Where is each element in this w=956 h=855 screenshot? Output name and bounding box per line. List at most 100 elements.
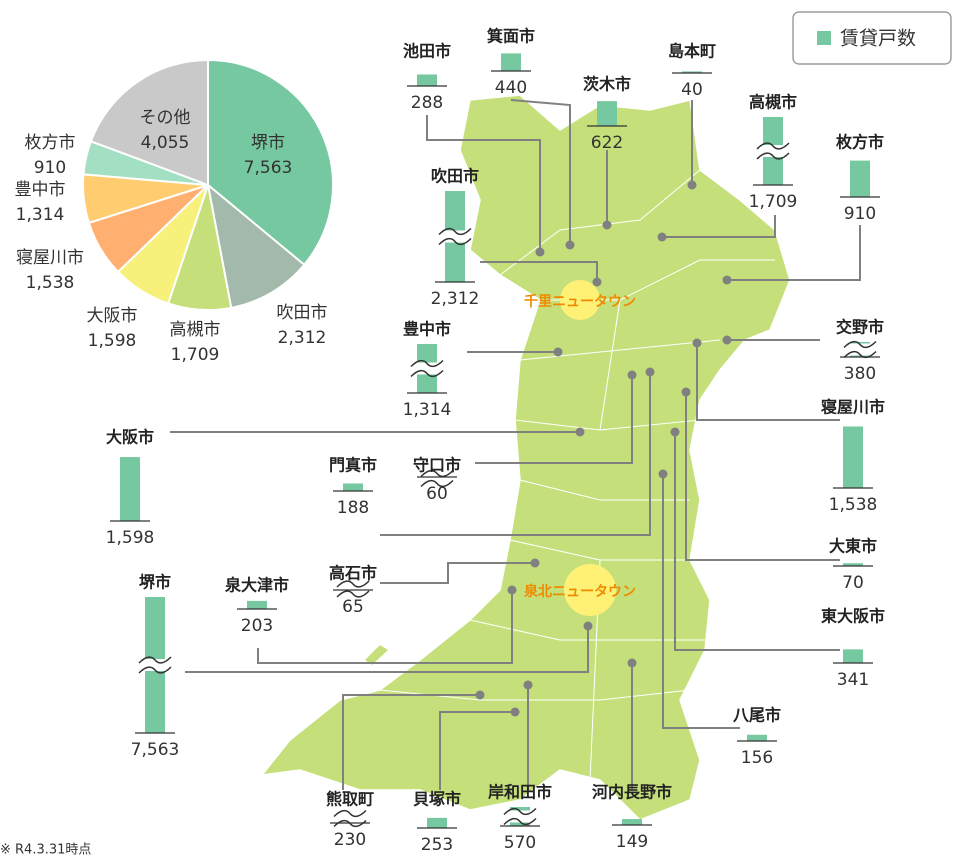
axis-break-mark (420, 479, 454, 488)
leader-line (674, 432, 840, 651)
bar-value: 1,538 (829, 495, 878, 515)
bar (622, 819, 642, 825)
annotation: 千里ニュータウン (524, 293, 636, 310)
leader-line (380, 372, 651, 536)
leader-line (439, 711, 515, 790)
axis-break-mark (333, 809, 367, 818)
bar-value: 2,312 (431, 289, 480, 309)
axis-break-mark (410, 359, 444, 368)
axis-break-mark (756, 152, 790, 160)
bar-value: 65 (342, 597, 364, 617)
city-dot (681, 387, 691, 397)
leader-line (475, 375, 633, 464)
axis-break-mark (138, 666, 172, 674)
city-name: 島本町 (668, 42, 716, 61)
bar (843, 649, 863, 663)
city-name: 河内長野市 (592, 783, 672, 802)
pie-label: 高槻市 (170, 320, 221, 340)
city-dot (657, 232, 667, 242)
leader-line (426, 115, 541, 252)
pie-label: 吹田市 (277, 303, 328, 323)
city-name: 箕面市 (486, 27, 535, 46)
axis-break-mark (503, 807, 537, 816)
city-name: 交野市 (836, 318, 884, 337)
city-dot (575, 427, 585, 437)
bar-value: 156 (741, 748, 773, 768)
leader-line (257, 590, 513, 664)
legend-swatch (817, 31, 831, 45)
newtown-marker (560, 280, 600, 320)
city-name: 大東市 (829, 537, 877, 556)
pie-label: 豊中市 (15, 180, 66, 200)
bar-value: 341 (837, 670, 869, 690)
pie-label: 大阪市 (87, 306, 138, 326)
axis-break-mark (843, 340, 877, 349)
pie-slice (206, 182, 306, 309)
bar (850, 160, 870, 197)
city-name: 池田市 (403, 42, 451, 61)
bar (120, 457, 140, 521)
bar (682, 71, 702, 73)
bar (843, 563, 863, 566)
axis-break-mark (438, 237, 472, 246)
city-dot (553, 347, 563, 357)
leader-line (342, 694, 480, 790)
pie-value: 1,538 (26, 273, 75, 293)
pie-value: 4,055 (141, 133, 190, 153)
bar-value: 188 (337, 498, 369, 518)
city-dot (722, 275, 732, 285)
pie-value: 1,709 (171, 345, 220, 365)
axis-break-mark (420, 469, 454, 478)
bar-value: 570 (504, 833, 536, 853)
city-dot (687, 180, 697, 190)
city-name: 堺市 (139, 573, 171, 592)
bar (417, 74, 437, 86)
legend-box (792, 11, 952, 65)
leader-line (662, 474, 740, 729)
city-dot (722, 335, 732, 345)
bar-value: 40 (681, 80, 703, 100)
footnote: ※ R4.3.31時点 (0, 843, 91, 855)
city-name: 枚方市 (836, 133, 884, 152)
leader-line (185, 626, 589, 673)
bar-value: 149 (616, 832, 648, 852)
city-dot (658, 469, 668, 479)
bar-value: 622 (591, 133, 623, 153)
bar-value: 1,314 (403, 400, 452, 420)
bar-value: 203 (241, 616, 273, 636)
pie-slice (207, 58, 334, 267)
city-dot (692, 338, 702, 348)
city-name: 大阪市 (106, 428, 154, 447)
leader-line (696, 343, 840, 421)
city-dot (645, 367, 655, 377)
pie-label: 枚方市 (25, 133, 76, 153)
osaka-map (260, 94, 791, 821)
bar (427, 817, 447, 828)
pie-value: 1,314 (16, 205, 65, 225)
city-name: 茨木市 (583, 75, 631, 94)
pie-slice (89, 58, 209, 187)
city-name: 八尾市 (732, 706, 781, 725)
bar (843, 426, 863, 488)
city-dot (475, 690, 485, 700)
bar (343, 483, 363, 491)
axis-break-mark (843, 350, 877, 359)
city-name: 高槻市 (749, 93, 797, 112)
city-dot (565, 240, 575, 250)
city-dot (535, 247, 545, 257)
city-dot (507, 585, 517, 595)
bar-value: 288 (411, 93, 443, 113)
pie-label: 寝屋川市 (16, 247, 84, 268)
leader-line (685, 392, 840, 561)
city-dot (510, 707, 520, 717)
axis-break-mark (410, 369, 444, 378)
leader-line (662, 215, 776, 238)
annotation: 泉北ニュータウン (524, 583, 636, 600)
city-name: 吹田市 (431, 167, 479, 186)
bar (597, 101, 617, 126)
bar-value: 230 (334, 830, 366, 850)
axis-break-mark (503, 817, 537, 826)
city-name: 高石市 (329, 564, 377, 583)
bar (747, 734, 767, 741)
